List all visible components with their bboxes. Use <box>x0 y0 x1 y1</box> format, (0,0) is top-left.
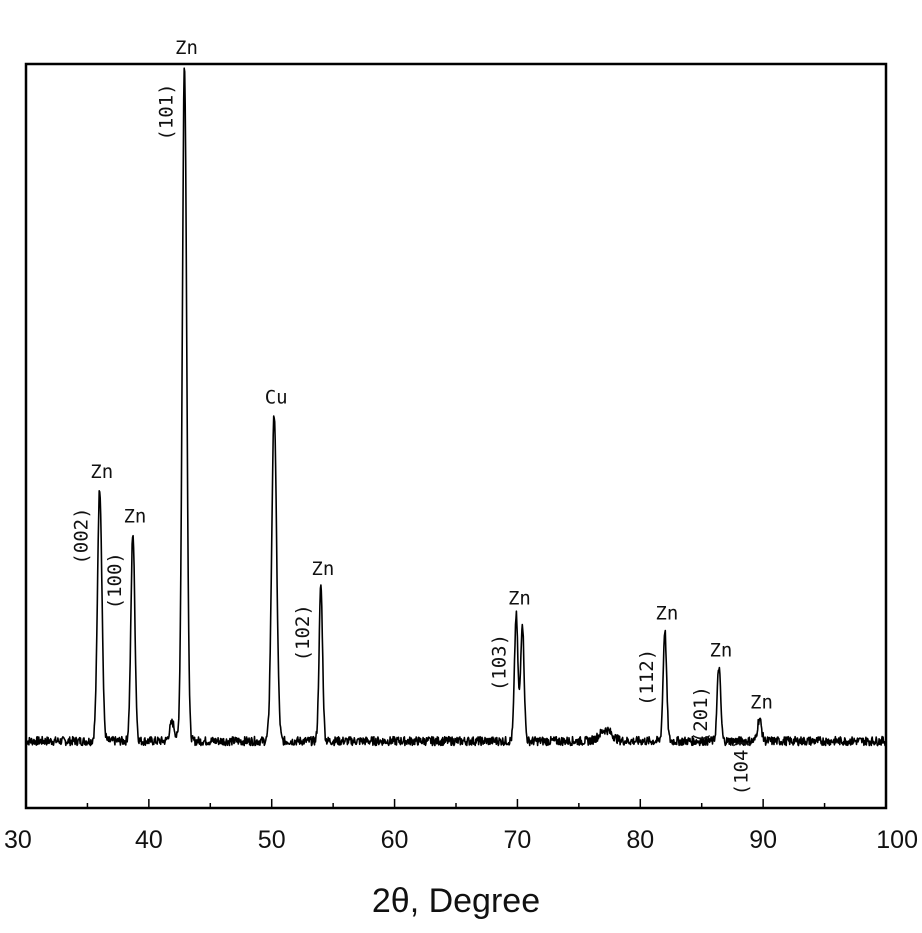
x-tick-label: 70 <box>504 826 532 854</box>
peak-element-label: Cu <box>265 387 288 409</box>
x-tick-label: 90 <box>749 826 777 854</box>
peak-element-label: Zn <box>750 692 773 714</box>
peak-element-label: Zn <box>175 37 198 59</box>
x-tick-label: 60 <box>381 826 409 854</box>
x-axis-label: 2θ, Degree <box>372 882 540 920</box>
x-tick-label: 30 <box>4 826 32 854</box>
x-axis-ticks <box>25 799 887 808</box>
peak-annotations: Zn (002) Zn (100) Zn (101) Cu Zn (102) Zn (103) Zn (… <box>71 37 773 795</box>
peak-element-label: Zn <box>311 558 334 580</box>
peak-hkl-label: (104) <box>730 738 752 795</box>
peak-hkl-label: (002) <box>71 507 93 564</box>
peak-element-label: Zn <box>655 602 678 624</box>
x-tick-label: 80 <box>626 826 654 854</box>
peak-hkl-label: (101) <box>155 83 177 140</box>
peak-hkl-label: (112) <box>636 649 658 706</box>
x-tick-label: 50 <box>258 826 286 854</box>
peak-element-label: Zn <box>709 640 732 662</box>
peak-hkl-label: (201) <box>690 686 712 743</box>
peak-hkl-label: (100) <box>104 552 126 609</box>
peak-hkl-label: (102) <box>292 604 314 661</box>
peak-hkl-label: (103) <box>488 634 510 691</box>
xrd-pattern-line <box>25 67 887 747</box>
x-tick-label: 100 <box>876 826 918 854</box>
peak-element-label: Zn <box>123 506 146 528</box>
x-tick-label: 40 <box>135 826 163 854</box>
x-axis-tick-labels: 30 40 50 60 70 80 90 100 <box>4 826 918 854</box>
peak-element-label: Zn <box>90 461 113 483</box>
peak-element-label: Zn <box>508 588 531 610</box>
